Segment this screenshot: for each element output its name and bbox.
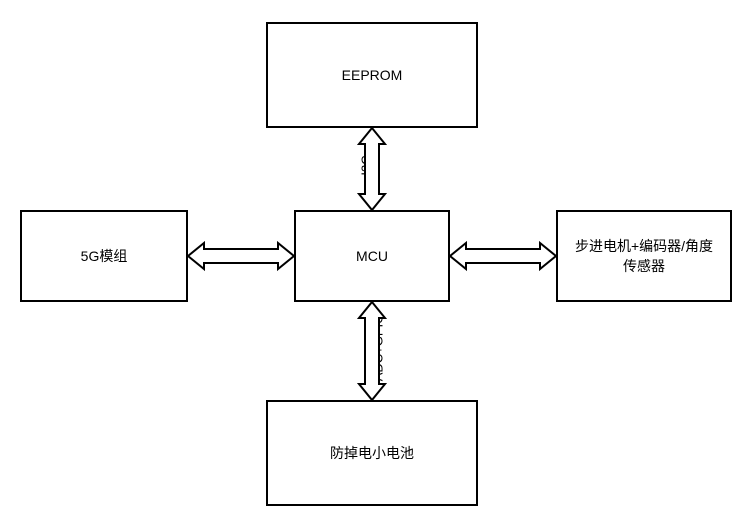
node-mcu: MCU: [294, 210, 450, 302]
edge-label-mcu-module: I2C: [230, 248, 250, 263]
node-battery-label: 防掉电小电池: [330, 443, 414, 463]
node-eeprom: EEPROM: [266, 22, 478, 128]
node-5g-module-label: 5G模组: [81, 246, 128, 266]
node-battery: 防掉电小电池: [266, 400, 478, 506]
node-motor-label: 步进电机+编码器/角度 传感器: [575, 236, 713, 276]
edge-label-mcu-battery: ADC+GPIO: [370, 314, 385, 382]
edge-label-mcu-eeprom: I2C: [359, 155, 374, 175]
node-eeprom-label: EEPROM: [342, 67, 403, 83]
node-mcu-label: MCU: [356, 248, 388, 264]
node-5g-module: 5G模组: [20, 210, 188, 302]
edge-label-mcu-motor: ADC+GPIO: [472, 248, 540, 263]
node-motor: 步进电机+编码器/角度 传感器: [556, 210, 732, 302]
